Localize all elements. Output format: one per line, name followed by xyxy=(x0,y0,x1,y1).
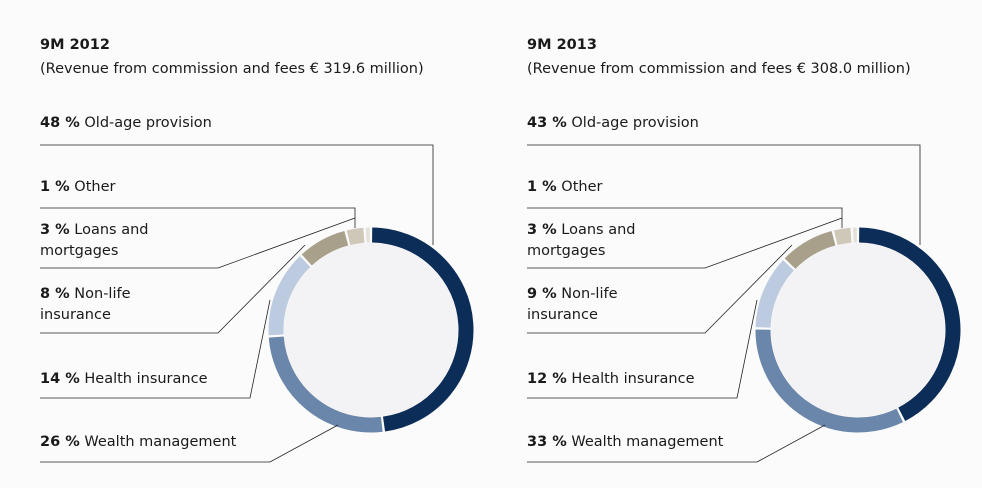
value-label: 14 % xyxy=(40,371,80,387)
chart-title: 9M 2013 xyxy=(527,37,597,53)
segment-label: 1 % Other xyxy=(527,177,947,198)
category-label: Wealth management xyxy=(84,434,237,450)
leader-line xyxy=(527,244,793,334)
category-label: Loans and mortgages xyxy=(527,222,636,259)
donut-center xyxy=(284,243,458,417)
donut-segment xyxy=(784,230,836,269)
leader-line xyxy=(40,207,356,228)
segment-label: 1 % Other xyxy=(40,177,460,198)
category-label: Other xyxy=(74,179,116,195)
chart-title: 9M 2012 xyxy=(40,37,110,53)
donut-segment xyxy=(858,227,961,421)
category-label: Wealth management xyxy=(571,434,724,450)
chart-subtitle: (Revenue from commission and fees € 319.… xyxy=(40,61,424,77)
category-label: Non-life insurance xyxy=(40,286,131,323)
leader-line xyxy=(40,424,339,463)
value-label: 48 % xyxy=(40,115,80,131)
value-label: 9 % xyxy=(527,286,557,302)
donut-segment xyxy=(268,336,383,433)
category-label: Health insurance xyxy=(84,371,208,387)
leader-line xyxy=(40,299,271,399)
segment-label: 48 % Old-age provision xyxy=(40,113,460,134)
leader-line xyxy=(40,217,356,269)
donut-segment xyxy=(268,256,311,336)
leader-line xyxy=(40,244,306,334)
segment-label: 33 % Wealth management xyxy=(527,432,947,453)
segment-label: 3 % Loans and mortgages xyxy=(40,220,175,262)
donut-segment xyxy=(301,231,349,266)
value-label: 8 % xyxy=(40,286,70,302)
donut-segment xyxy=(833,227,852,245)
value-label: 3 % xyxy=(40,222,70,238)
category-label: Old-age provision xyxy=(84,115,212,131)
value-label: 43 % xyxy=(527,115,567,131)
leader-line xyxy=(527,424,826,463)
value-label: 12 % xyxy=(527,371,567,387)
value-label: 33 % xyxy=(527,434,567,450)
donut-segment xyxy=(755,329,903,433)
donut-center xyxy=(771,243,945,417)
category-label: Health insurance xyxy=(571,371,695,387)
segment-label: 9 % Non-life insurance xyxy=(527,284,642,326)
leader-line xyxy=(40,144,434,245)
chart-subtitle: (Revenue from commission and fees € 308.… xyxy=(527,61,911,77)
segment-label: 8 % Non-life insurance xyxy=(40,284,155,326)
segment-label: 43 % Old-age provision xyxy=(527,113,947,134)
segment-label: 3 % Loans and mortgages xyxy=(527,220,662,262)
donut-segment xyxy=(346,227,365,246)
value-label: 3 % xyxy=(527,222,557,238)
category-label: Old-age provision xyxy=(571,115,699,131)
leader-line xyxy=(527,217,843,269)
value-label: 1 % xyxy=(527,179,557,195)
segment-label: 12 % Health insurance xyxy=(527,369,947,390)
donut-segment xyxy=(372,227,474,432)
leader-line xyxy=(527,144,921,245)
value-label: 1 % xyxy=(40,179,70,195)
segment-label: 14 % Health insurance xyxy=(40,369,460,390)
segment-label: 26 % Wealth management xyxy=(40,432,460,453)
leader-line xyxy=(527,299,758,399)
category-label: Non-life insurance xyxy=(527,286,618,323)
donut-segment xyxy=(755,260,795,328)
leader-line xyxy=(527,207,843,228)
category-label: Loans and mortgages xyxy=(40,222,149,259)
category-label: Other xyxy=(561,179,603,195)
value-label: 26 % xyxy=(40,434,80,450)
